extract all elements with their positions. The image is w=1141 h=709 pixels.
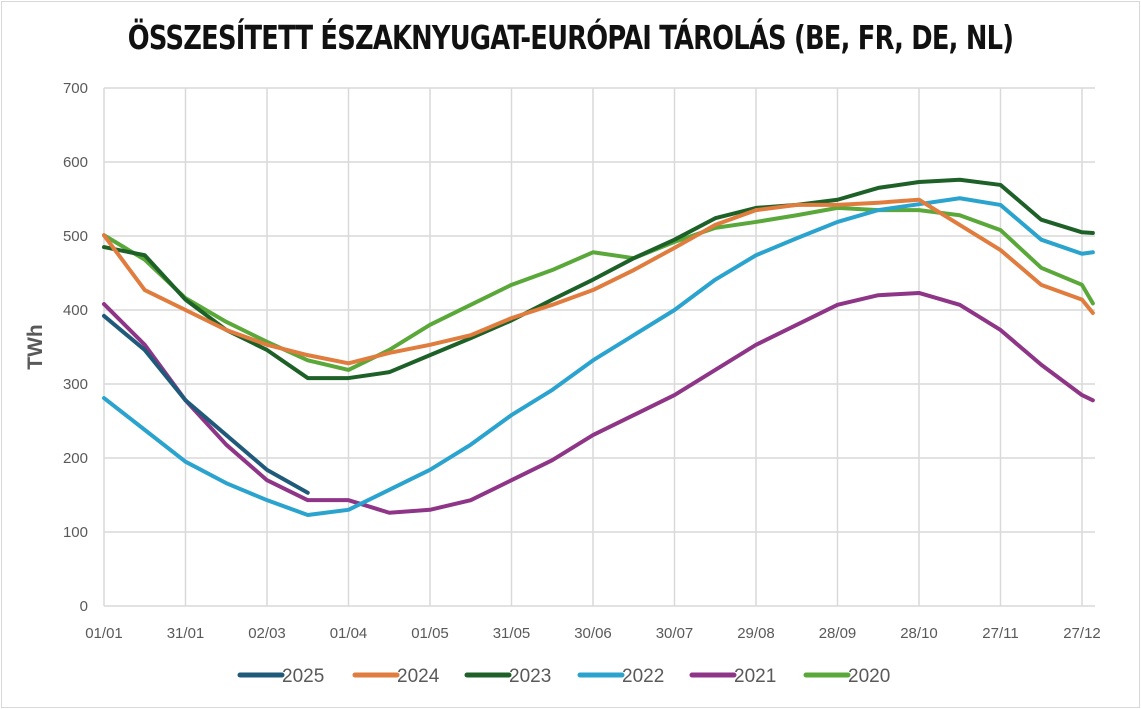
- legend-label-2022: 2022: [622, 666, 664, 687]
- x-tick-label: 27/12: [1063, 625, 1101, 642]
- series-line-2025: [102, 313, 310, 495]
- x-tick-label: 31/05: [493, 625, 531, 642]
- chart-title: ÖSSZESÍTETT ÉSZAKNYUGAT-EURÓPAI TÁROLÁS …: [127, 18, 1014, 57]
- x-tick-label: 30/06: [574, 625, 612, 642]
- legend-label-2024: 2024: [397, 666, 440, 687]
- x-tick-label: 30/07: [656, 625, 694, 642]
- series-line-2021: [102, 290, 1095, 515]
- x-tick-label: 31/01: [167, 625, 205, 642]
- y-axis-label: TWh: [24, 324, 47, 369]
- x-tick-label: 02/03: [248, 625, 286, 642]
- x-tick-label: 29/08: [737, 625, 775, 642]
- series-line-2023: [102, 177, 1095, 381]
- x-tick-label: 28/10: [900, 625, 938, 642]
- x-tick-label: 27/11: [982, 625, 1018, 642]
- y-tick-label: 300: [63, 376, 88, 393]
- legend-label-2023: 2023: [509, 666, 551, 687]
- y-tick-label: 400: [63, 302, 88, 319]
- legend-label-2025: 2025: [282, 666, 324, 687]
- x-tick-label: 01/01: [85, 625, 123, 642]
- series-line-2024: [102, 197, 1095, 366]
- x-tick-label: 01/05: [411, 625, 449, 642]
- y-tick-label: 500: [63, 228, 88, 245]
- series-line-2022: [102, 196, 1095, 517]
- x-tick-label: 28/09: [819, 625, 857, 642]
- y-tick-label: 100: [63, 524, 88, 541]
- y-tick-label: 600: [63, 154, 88, 171]
- y-tick-label: 0: [80, 598, 88, 615]
- y-tick-label: 200: [63, 450, 88, 467]
- x-tick-label: 01/04: [330, 625, 368, 642]
- y-tick-label: 700: [63, 80, 88, 97]
- legend-label-2020: 2020: [848, 666, 890, 687]
- legend-label-2021: 2021: [734, 666, 776, 687]
